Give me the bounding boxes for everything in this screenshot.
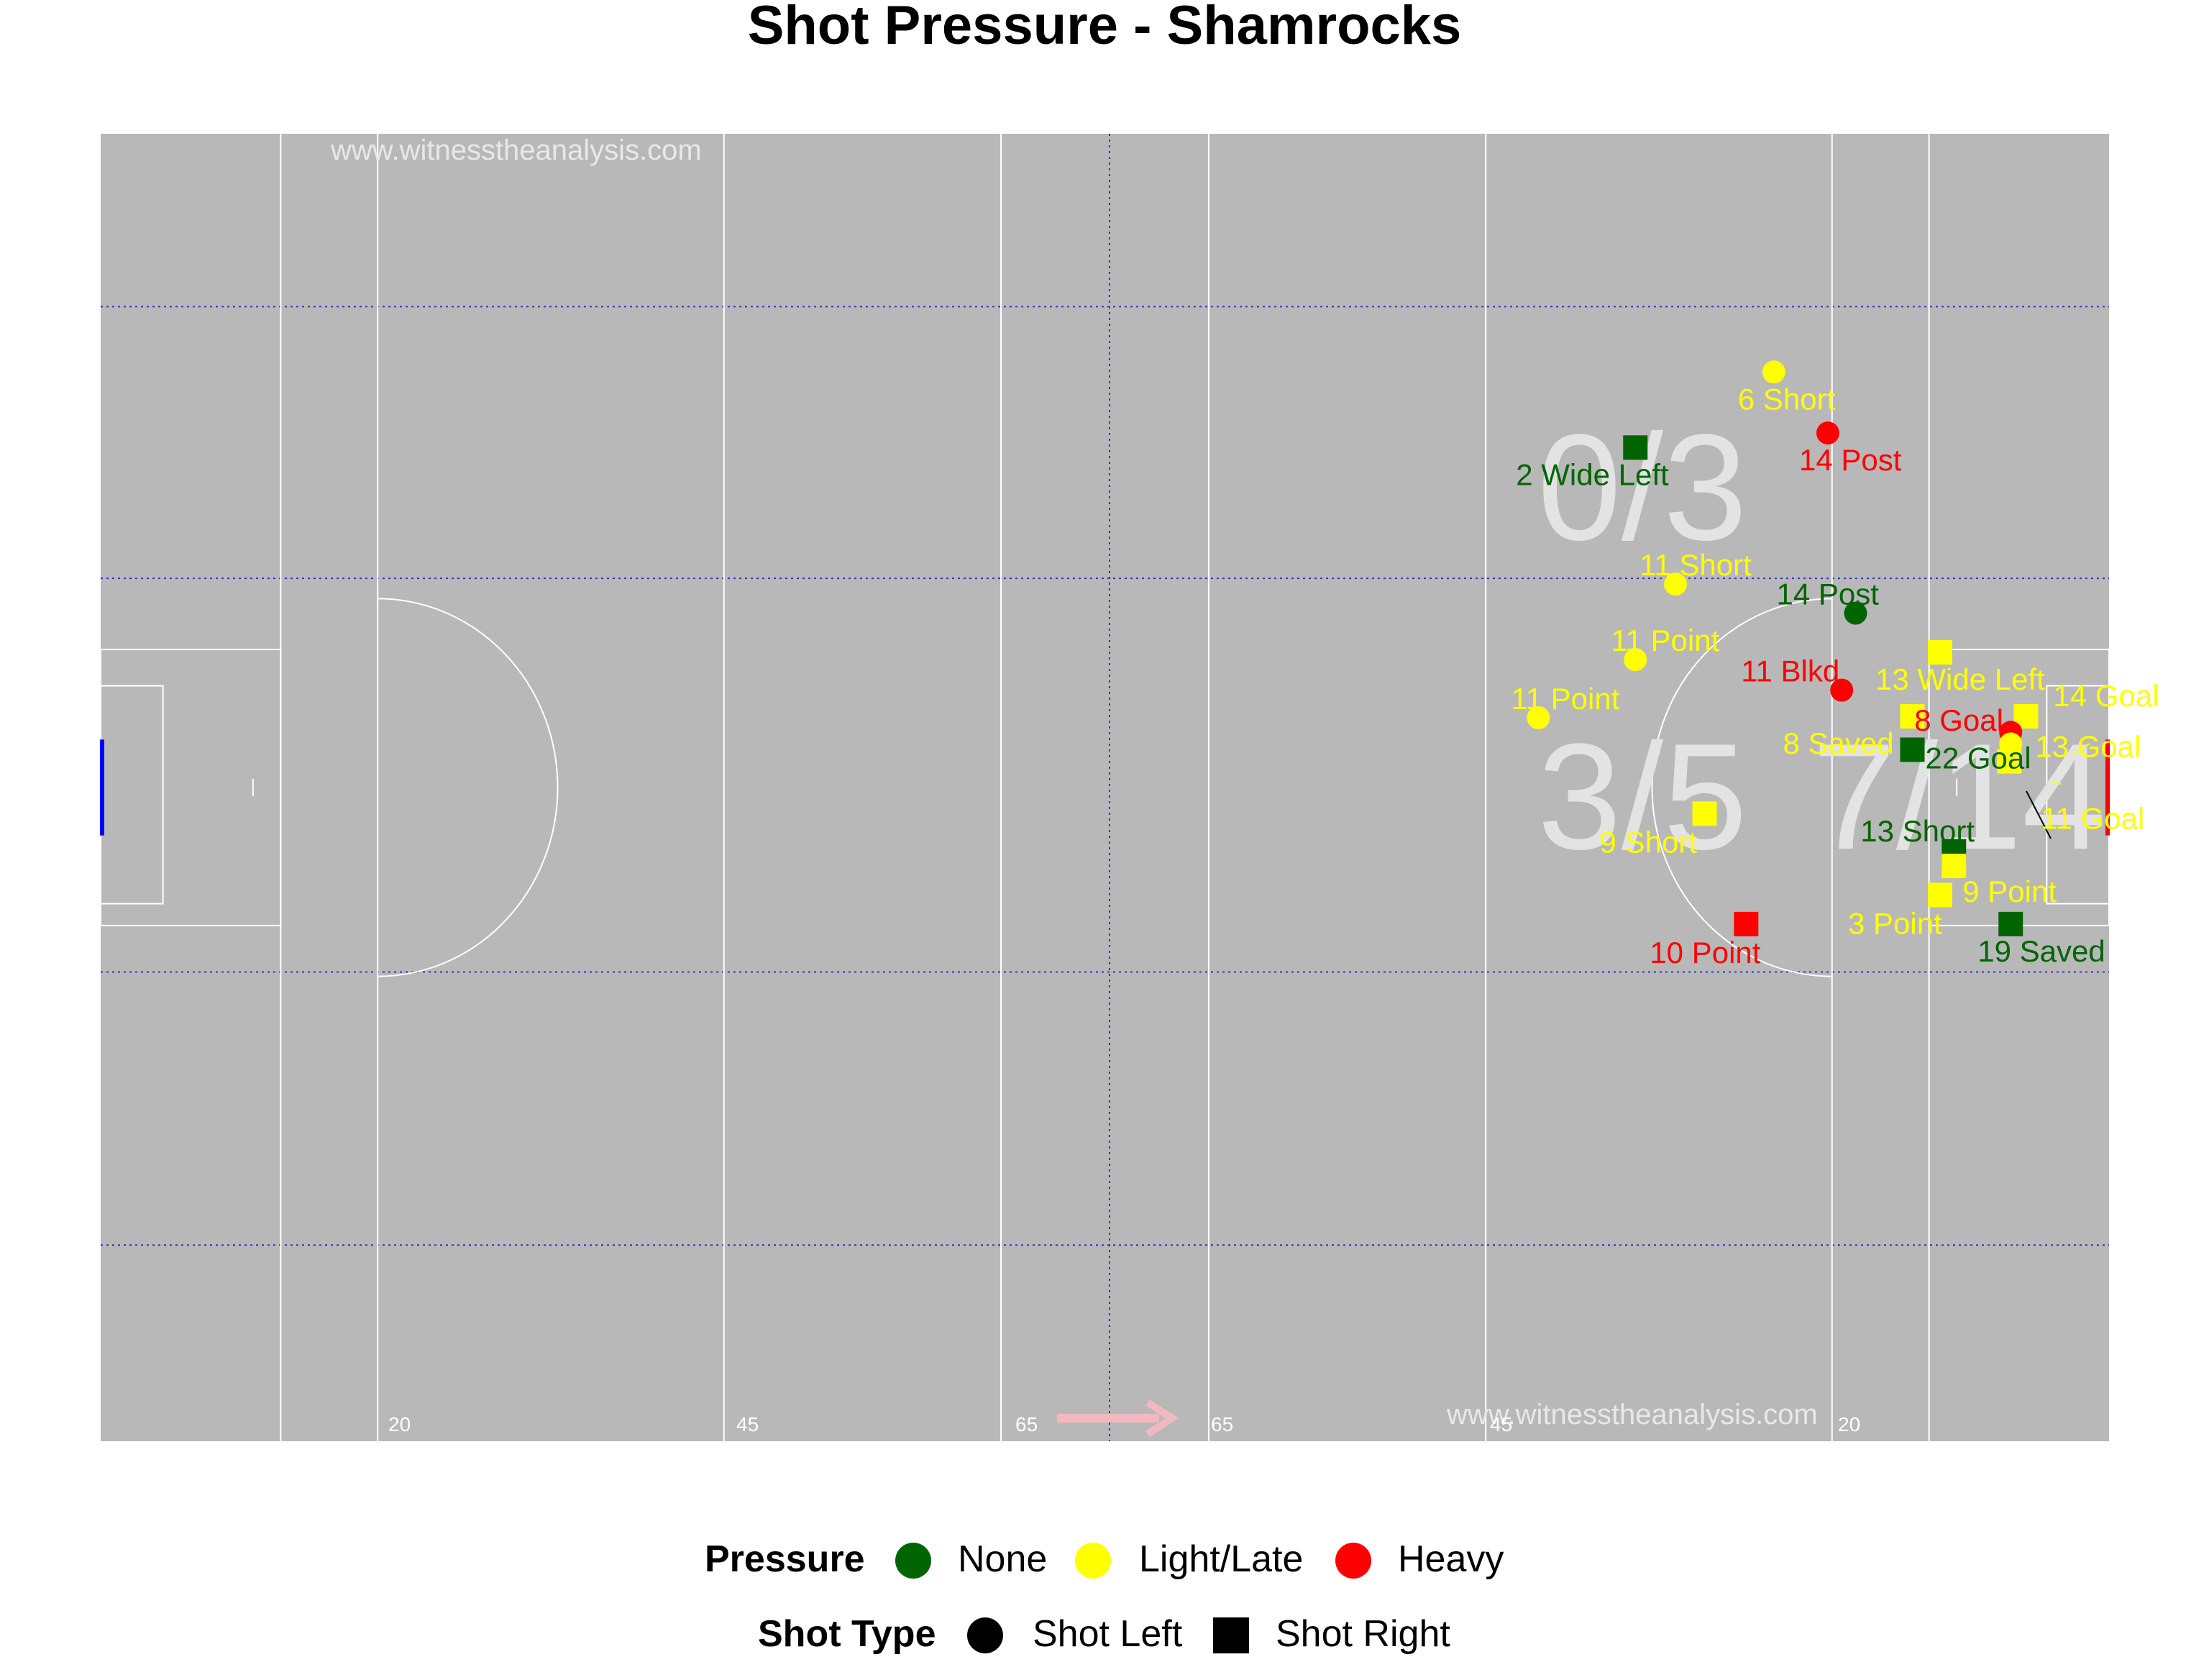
shot-label-19: 10 Point xyxy=(1650,936,1760,969)
shot-marker-1 xyxy=(1816,421,1839,445)
shot-marker-9 xyxy=(1900,704,1925,729)
legend-pressure: Pressure None Light/Late Heavy xyxy=(0,1526,2209,1605)
yard-label-45-right: 45 xyxy=(1490,1413,1512,1435)
label-leader-14 xyxy=(2026,790,2052,839)
shot-label-1: 14 Post xyxy=(1799,443,1902,477)
shot-label-6: 11 Point xyxy=(1611,624,1719,657)
pitch-background xyxy=(101,134,2109,1441)
shot-label-18: 3 Point xyxy=(1848,906,1942,940)
legend-dot-none xyxy=(895,1543,931,1579)
shot-marker-6 xyxy=(1624,648,1647,672)
shot-marker-18 xyxy=(1928,882,1953,908)
legend-shot-title: Shot Type xyxy=(758,1613,936,1655)
shot-label-20: 19 Saved xyxy=(1977,934,2105,968)
pitch-annotations: www.witnesstheanalysis.com www.witnessth… xyxy=(330,134,2106,1435)
legend-key-shot-left xyxy=(961,1611,1010,1660)
legend-circle-shot-left xyxy=(967,1617,1003,1653)
shot-marker-15 xyxy=(1692,801,1717,826)
shot-label-9: 8 Saved xyxy=(1783,726,1893,760)
shot-label-7: 11 Blkd xyxy=(1741,654,1839,688)
legend-label-light-late: Light/Late xyxy=(1139,1538,1304,1580)
legend-key-light-late xyxy=(1069,1536,1117,1585)
shot-label-10: 14 Goal xyxy=(2053,679,2159,713)
shot-label-0: 6 Short xyxy=(1738,382,1836,416)
watermark-top: www.witnesstheanalysis.com xyxy=(330,134,702,166)
shot-label-3: 11 Short xyxy=(1639,548,1752,582)
shot-marker-0 xyxy=(1762,360,1785,384)
direction-arrow-head xyxy=(1145,1399,1179,1438)
legend-shot-type: Shot Type Shot Left Shot Right xyxy=(0,1601,2209,1680)
yard-label-20-right: 20 xyxy=(1838,1413,1860,1435)
zone-label-top: 0/3 xyxy=(1537,403,1747,572)
yard-label-65-left: 65 xyxy=(1015,1413,1038,1435)
shot-label-2: 2 Wide Left xyxy=(1516,457,1669,491)
grid-lines xyxy=(101,134,2109,1441)
label-leader-12 xyxy=(2050,782,2062,785)
legend-dot-heavy xyxy=(1335,1543,1371,1579)
legend-label-shot-left: Shot Left xyxy=(1033,1613,1183,1655)
yard-label-65-right: 65 xyxy=(1211,1413,1233,1435)
yard-label-20-left: 20 xyxy=(388,1413,411,1435)
legend-pressure-title: Pressure xyxy=(705,1538,865,1580)
legend-label-heavy: Heavy xyxy=(1398,1538,1504,1580)
shot-points: 6 Short 14 Post 2 Wide Left 11 Short 14 Post… xyxy=(1511,360,2159,969)
legend-label-none: None xyxy=(958,1538,1048,1580)
zone-label-centre: 3/5 xyxy=(1537,712,1747,881)
legend-key-shot-right xyxy=(1207,1611,1256,1660)
shot-label-13: 22 Goal xyxy=(1925,741,2031,775)
arc-right xyxy=(1651,598,1832,977)
shot-marker-7 xyxy=(1830,678,1854,702)
legend-key-heavy xyxy=(1329,1536,1378,1585)
shot-label-12: 13 Goal xyxy=(2035,729,2141,763)
shot-marker-3 xyxy=(1664,572,1688,596)
shot-marker-2 xyxy=(1623,435,1648,460)
shot-label-8: 11 Point xyxy=(1511,682,1619,716)
shot-marker-17 xyxy=(1942,854,1967,879)
label-leader-10 xyxy=(2073,743,2090,754)
chart-title: Shot Pressure - Shamrocks xyxy=(747,0,1462,56)
shot-label-15: 9 Short xyxy=(1600,825,1698,859)
shot-marker-8 xyxy=(1527,706,1550,730)
shot-marker-4 xyxy=(1844,601,1867,625)
shot-label-17: 9 Point xyxy=(1962,875,2057,908)
legend-key-none xyxy=(889,1536,938,1585)
shot-label-11: 8 Goal xyxy=(1914,703,2003,737)
shot-marker-19 xyxy=(1734,911,1759,936)
watermark-bottom: www.witnesstheanalysis.com xyxy=(1446,1399,1818,1430)
shot-label-4: 14 Post xyxy=(1777,578,1880,611)
shot-marker-20 xyxy=(1998,911,2023,936)
legend-square-shot-right xyxy=(1213,1617,1249,1653)
shot-label-16: 13 Short xyxy=(1860,814,1975,848)
shot-marker-5 xyxy=(1928,640,1953,665)
yard-label-45-left: 45 xyxy=(736,1413,759,1435)
field-markings xyxy=(100,134,2110,1441)
shot-label-5: 13 Wide Left xyxy=(1875,662,2045,696)
shot-label-14: 11 Goal xyxy=(2041,802,2144,836)
legend-label-shot-right: Shot Right xyxy=(1276,1613,1450,1655)
shot-marker-14 xyxy=(1997,749,2022,774)
shot-marker-13 xyxy=(1900,737,1925,762)
arc-left xyxy=(378,598,559,977)
legend-dot-light-late xyxy=(1075,1543,1111,1579)
